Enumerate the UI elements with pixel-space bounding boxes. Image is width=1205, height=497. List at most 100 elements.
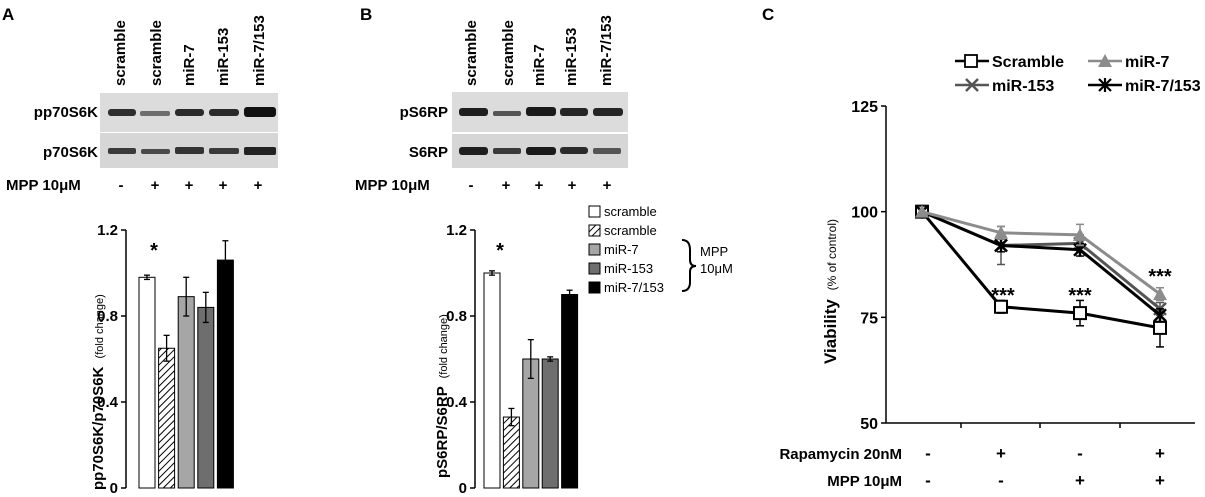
- rapamycin-sign: +: [1155, 444, 1165, 463]
- significance-stars: ***: [1148, 266, 1172, 288]
- panel-a-lane-label: miR-7: [181, 44, 198, 86]
- panel-a-ylabel-main: pp70S6K/p70S6K: [90, 366, 107, 490]
- bar: [502, 416, 520, 489]
- legend-marker-mir7-153: [1098, 78, 1112, 92]
- panel-b-letter: B: [360, 5, 372, 24]
- mpp-sign: +: [603, 177, 612, 194]
- mpp-sign: +: [535, 177, 544, 194]
- y-tick-label: 0.4: [446, 394, 468, 411]
- panel-a-ylabel: pp70S6K/p70S6K (fold change): [90, 294, 107, 490]
- significance-asterisk: *: [150, 240, 158, 262]
- data-point: [994, 225, 1008, 239]
- legend-label: miR-7/153: [1125, 78, 1201, 95]
- panel-a-lane-label: miR-153: [215, 28, 232, 86]
- panel-c-line-chart: 50 75 100 125: [851, 99, 1195, 433]
- legend-bracket-label: 10μM: [700, 261, 733, 276]
- legend-label: scramble: [604, 204, 657, 219]
- panel-c-ylabel-unit: (% of control): [825, 219, 839, 290]
- rapamycin-sign: +: [996, 444, 1006, 463]
- legend-swatch-scramble-mpp: [588, 224, 601, 237]
- legend-swatch-mir153: [588, 262, 601, 275]
- legend-swatch-scramble: [588, 205, 601, 218]
- data-point: [1073, 227, 1087, 241]
- bar: [483, 272, 501, 489]
- mpp-sign: +: [151, 177, 160, 194]
- panel-c-ylabel: Viability (% of control): [821, 219, 840, 364]
- blot-label-ps6rp: pS6RP: [400, 104, 448, 121]
- panel-a: A scramble scramble miR-7 miR-153 miR-7/…: [2, 5, 278, 497]
- data-point: [1073, 306, 1087, 321]
- y-tick-label: 50: [860, 416, 878, 433]
- series-line: [921, 210, 1161, 317]
- mpp-sign: +: [502, 177, 511, 194]
- panel-b-mpp-label: MPP 10μM: [355, 177, 430, 194]
- y-tick-label: 0: [110, 480, 118, 497]
- bar: [138, 276, 156, 489]
- significance-stars: ***: [991, 285, 1015, 307]
- legend-marker-scramble: [964, 54, 978, 68]
- mpp-sign: -: [119, 177, 124, 194]
- western-blot-pp70s6k: [100, 93, 278, 132]
- panel-a-bar-chart: 0 0.4 0.8 1.2: [97, 222, 234, 497]
- legend-label: miR-7: [604, 242, 639, 257]
- data-point: [1153, 320, 1167, 335]
- data-point: [915, 204, 929, 218]
- panel-b-ylabel-main: pS6RP/S6RP: [434, 386, 451, 478]
- data-point: [994, 299, 1008, 314]
- western-blot-ps6rp: [452, 92, 628, 132]
- panel-a-lane-label: miR-7/153: [251, 15, 268, 86]
- blot-label-s6rp: S6RP: [409, 144, 448, 161]
- bar: [197, 306, 215, 489]
- panel-c-legend: Scramble miR-7 miR-153 miR-7/153: [955, 54, 1201, 95]
- bar: [158, 347, 176, 489]
- panel-a-lane-label: scramble: [148, 20, 165, 86]
- mpp-sign: +: [219, 177, 228, 194]
- mpp-sign: +: [185, 177, 194, 194]
- panel-b: B scramble scramble miR-7 miR-153 miR-7/…: [355, 5, 733, 497]
- panel-b-lane-label: scramble: [500, 20, 517, 86]
- panel-b-lane-label: miR-7: [531, 44, 548, 86]
- series-line: [920, 210, 1161, 330]
- panel-b-ylabel: pS6RP/S6RP (fold change): [434, 314, 451, 478]
- y-tick-label: 0.8: [446, 308, 467, 325]
- legend-swatch-mir7-153: [588, 281, 601, 294]
- panel-a-mpp-label: MPP 10μM: [6, 177, 81, 194]
- mpp-sign: -: [998, 471, 1004, 490]
- legend-swatch-mir7: [588, 243, 601, 256]
- mpp-sign: +: [1075, 471, 1085, 490]
- bar: [216, 259, 234, 489]
- panel-c-letter: C: [762, 5, 774, 24]
- data-point: [994, 238, 1008, 253]
- legend-bracket-label: MPP: [700, 244, 728, 259]
- y-tick-label: 0: [459, 480, 467, 497]
- legend-label: miR-153: [604, 261, 653, 276]
- blot-label-pp70s6k: pp70S6K: [34, 104, 98, 121]
- mpp-sign: -: [469, 177, 474, 194]
- y-tick-label: 1.2: [97, 222, 118, 239]
- panel-b-bar-chart: 0 0.4 0.8 1.2: [446, 222, 579, 497]
- mpp-sign: -: [925, 471, 931, 490]
- panel-c-ylabel-main: Viability: [821, 299, 840, 364]
- significance-stars: ***: [1068, 285, 1092, 307]
- panel-b-lane-label: scramble: [463, 20, 480, 86]
- panel-a-letter: A: [2, 5, 14, 24]
- data-point: [1153, 308, 1167, 323]
- y-tick-label: 125: [851, 99, 878, 116]
- rapamycin-label: Rapamycin 20nM: [779, 446, 902, 463]
- y-tick-label: 0.4: [97, 394, 119, 411]
- legend-label: miR-7/153: [604, 280, 664, 295]
- legend-marker-mir153: [965, 78, 979, 92]
- mpp-sign: +: [254, 177, 263, 194]
- y-tick-label: 100: [851, 205, 878, 222]
- series-line: [921, 210, 1161, 296]
- panel-b-ylabel-unit: (fold change): [438, 314, 450, 378]
- mpp-label: MPP 10μM: [827, 473, 902, 490]
- y-tick-label: 1.2: [446, 222, 467, 239]
- legend-marker-mir7: [1098, 54, 1112, 67]
- panel-b-lane-label: miR-153: [563, 28, 580, 86]
- western-blot-p70s6k: [100, 133, 278, 168]
- bar: [541, 358, 559, 489]
- legend-label: scramble: [604, 223, 657, 238]
- legend-bracket: [681, 239, 697, 292]
